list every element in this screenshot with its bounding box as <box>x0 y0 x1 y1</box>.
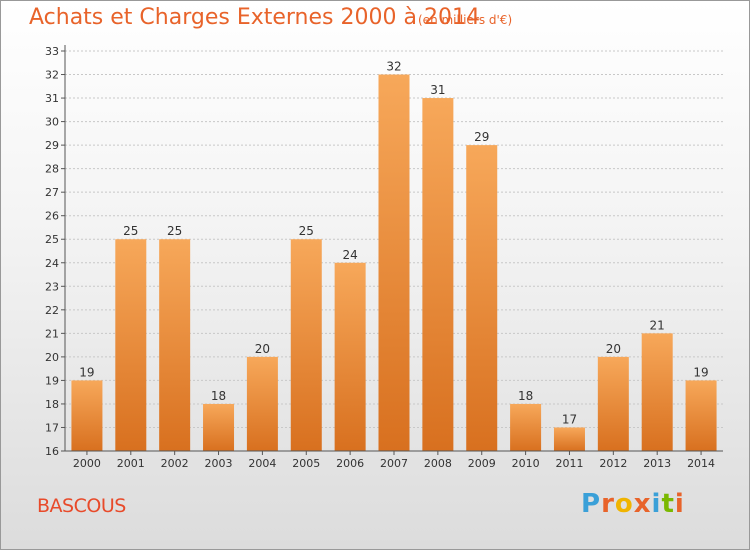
bar-value-label: 19 <box>79 365 94 379</box>
x-tick-label: 2006 <box>336 457 364 470</box>
logo-letter: x <box>633 489 652 519</box>
chart-subtitle: (en milliers d'€) <box>418 13 513 27</box>
y-tick-label: 17 <box>45 421 59 434</box>
x-tick-label: 2003 <box>205 457 233 470</box>
y-tick-label: 21 <box>45 327 59 340</box>
x-tick-label: 2001 <box>117 457 145 470</box>
x-tick-label: 2014 <box>687 457 715 470</box>
x-tick-label: 2011 <box>555 457 583 470</box>
bar-value-label: 20 <box>255 342 270 356</box>
x-tick-label: 2007 <box>380 457 408 470</box>
bar <box>246 356 278 451</box>
chart-title: Achats et Charges Externes 2000 à 2014 <box>29 5 480 30</box>
logo-letter: P <box>581 489 602 519</box>
y-tick-label: 18 <box>45 398 59 411</box>
bar-value-label: 31 <box>430 83 445 97</box>
x-tick-label: 2000 <box>73 457 101 470</box>
bars-layer: 19 25 25 18 20 25 24 32 31 29 18 17 20 21 19 <box>71 60 717 451</box>
proxiti-logo: Proxiti <box>581 489 685 519</box>
y-tick-label: 23 <box>45 280 59 293</box>
bar <box>334 262 366 451</box>
bar <box>466 145 498 451</box>
y-tick-label: 19 <box>45 374 59 387</box>
bar-value-label: 21 <box>650 318 665 332</box>
bar <box>115 239 147 451</box>
bar <box>597 356 629 451</box>
bar <box>159 239 191 451</box>
bar-value-label: 24 <box>342 248 357 262</box>
bar-value-label: 25 <box>299 224 314 238</box>
bar <box>553 427 585 451</box>
x-tick-label: 2009 <box>468 457 496 470</box>
bar-value-label: 19 <box>693 365 708 379</box>
y-tick-label: 24 <box>45 257 59 270</box>
bar-value-label: 18 <box>518 389 533 403</box>
x-tick-label: 2010 <box>512 457 540 470</box>
bar <box>641 333 673 451</box>
logo-letter: i <box>651 489 662 519</box>
bar-value-label: 32 <box>386 60 401 74</box>
y-tick-label: 33 <box>45 45 59 58</box>
bar <box>422 98 454 451</box>
x-tick-label: 2008 <box>424 457 452 470</box>
y-tick-label: 27 <box>45 186 59 199</box>
bar <box>290 239 322 451</box>
x-tick-label: 2005 <box>292 457 320 470</box>
y-tick-label: 22 <box>45 304 59 317</box>
bar <box>378 74 410 451</box>
logo-letter: r <box>601 489 615 519</box>
y-tick-label: 26 <box>45 210 59 223</box>
x-tick-label: 2013 <box>643 457 671 470</box>
bar-value-label: 25 <box>167 224 182 238</box>
logo-letter: i <box>674 489 685 519</box>
bar-value-label: 17 <box>562 412 577 426</box>
y-tick-label: 29 <box>45 139 59 152</box>
y-tick-label: 32 <box>45 69 59 82</box>
y-tick-label: 25 <box>45 233 59 246</box>
axis-layer: 16 17 18 19 20 21 22 23 24 25 26 27 28 29 30 31 32 33 2000… <box>45 45 723 470</box>
x-tick-label: 2004 <box>248 457 276 470</box>
bar <box>510 403 542 451</box>
y-tick-label: 30 <box>45 116 59 129</box>
y-tick-label: 16 <box>45 445 59 458</box>
y-tick-label: 31 <box>45 92 59 105</box>
logo-letter: o <box>614 489 634 519</box>
bar-value-label: 18 <box>211 389 226 403</box>
bar-value-label: 29 <box>474 130 489 144</box>
logo-letter: t <box>661 489 675 519</box>
bar <box>203 403 235 451</box>
y-tick-label: 20 <box>45 351 59 364</box>
x-tick-label: 2002 <box>161 457 189 470</box>
bar <box>71 380 103 451</box>
bar <box>685 380 717 451</box>
place-name: BASCOUS <box>37 495 126 517</box>
y-tick-label: 28 <box>45 163 59 176</box>
bar-value-label: 20 <box>606 342 621 356</box>
x-tick-label: 2012 <box>599 457 627 470</box>
bar-value-label: 25 <box>123 224 138 238</box>
